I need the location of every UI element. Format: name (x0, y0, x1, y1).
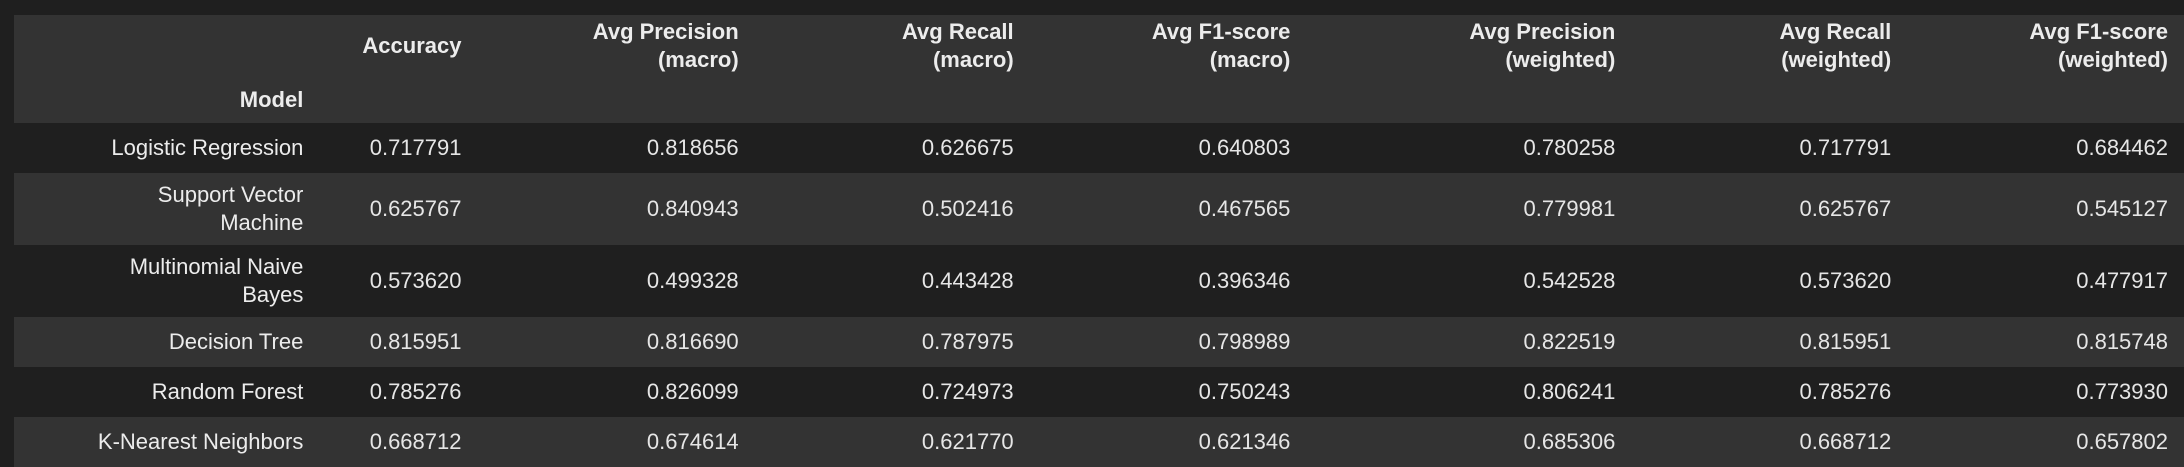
cell-avg-precision-weighted: 0.685306 (1523, 429, 1616, 454)
column-header-line: (weighted) (1505, 47, 1616, 72)
cell-avg-f1-weighted: 0.545127 (2076, 196, 2168, 221)
row-label-line: Support Vector (157, 182, 304, 207)
cell-avg-precision-weighted: 0.779981 (1523, 196, 1616, 221)
cell-avg-recall-macro: 0.787975 (921, 329, 1014, 354)
column-header-line: Avg Precision (1469, 19, 1616, 44)
cell-avg-f1-macro: 0.396346 (1198, 268, 1291, 293)
column-header-line: Avg Recall (901, 19, 1014, 44)
cell-avg-f1-macro: 0.467565 (1198, 196, 1291, 221)
column-header-line: Accuracy (362, 33, 462, 58)
index-name-blank (1907, 77, 2184, 123)
cell-avg-recall-weighted: 0.625767 (1799, 196, 1892, 221)
cell-avg-recall-macro: 0.626675 (921, 135, 1014, 160)
cell-avg-precision-weighted: 0.822519 (1523, 329, 1616, 354)
column-header-row: Accuracy Avg Precision (macro) Avg Recal… (14, 15, 2184, 77)
cell-avg-f1-weighted: 0.684462 (2076, 135, 2168, 160)
cell-avg-f1-weighted: 0.773930 (2076, 379, 2168, 404)
cell-avg-precision-weighted: 0.806241 (1523, 379, 1616, 404)
index-name-blank (1306, 77, 1631, 123)
cell-accuracy: 0.785276 (369, 379, 462, 404)
cell-avg-precision-macro: 0.816690 (646, 329, 739, 354)
column-header-avg-precision-weighted: Avg Precision (weighted) (1306, 15, 1631, 77)
column-header-line: (macro) (932, 47, 1014, 72)
table-row: Multinomial Naive Bayes 0.573620 0.49932… (14, 245, 2184, 317)
column-header-avg-recall-weighted: Avg Recall (weighted) (1631, 15, 1907, 77)
cell-avg-precision-macro: 0.826099 (646, 379, 739, 404)
index-name-blank (1030, 77, 1307, 123)
column-header-blank (14, 15, 319, 77)
row-label: Logistic Regression (14, 123, 319, 173)
cell-accuracy: 0.625767 (369, 196, 462, 221)
cell-avg-recall-weighted: 0.668712 (1799, 429, 1892, 454)
cell-avg-f1-weighted: 0.815748 (2076, 329, 2168, 354)
row-label-line: K-Nearest Neighbors (97, 429, 304, 454)
index-name-blank (1631, 77, 1907, 123)
cell-avg-recall-weighted: 0.815951 (1799, 329, 1892, 354)
table-row: K-Nearest Neighbors 0.668712 0.674614 0.… (14, 417, 2184, 467)
column-header-avg-precision-macro: Avg Precision (macro) (477, 15, 754, 77)
column-header-line: (weighted) (2058, 47, 2168, 72)
column-header-line: Avg F1-score (1151, 19, 1291, 44)
cell-accuracy: 0.815951 (369, 329, 462, 354)
row-label: Support Vector Machine (14, 173, 319, 245)
cell-avg-recall-macro: 0.724973 (921, 379, 1014, 404)
cell-avg-f1-macro: 0.640803 (1198, 135, 1291, 160)
cell-avg-recall-weighted: 0.717791 (1799, 135, 1892, 160)
cell-avg-recall-macro: 0.443428 (921, 268, 1014, 293)
cell-avg-recall-macro: 0.502416 (921, 196, 1014, 221)
cell-avg-recall-macro: 0.621770 (921, 429, 1014, 454)
cell-avg-precision-weighted: 0.780258 (1523, 135, 1616, 160)
cell-avg-precision-weighted: 0.542528 (1523, 268, 1616, 293)
cell-avg-precision-macro: 0.499328 (646, 268, 739, 293)
cell-avg-precision-macro: 0.674614 (646, 429, 739, 454)
column-header-avg-f1-macro: Avg F1-score (macro) (1030, 15, 1307, 77)
cell-avg-f1-weighted: 0.657802 (2076, 429, 2168, 454)
index-name-row: Model (14, 77, 2184, 123)
index-name-blank (319, 77, 477, 123)
cell-avg-f1-macro: 0.798989 (1198, 329, 1291, 354)
column-header-line: (macro) (657, 47, 739, 72)
row-label-line: Decision Tree (168, 329, 304, 354)
row-label-line: Multinomial Naive (129, 254, 304, 279)
column-header-accuracy: Accuracy (319, 15, 477, 77)
cell-avg-f1-macro: 0.750243 (1198, 379, 1291, 404)
row-label: Multinomial Naive Bayes (14, 245, 319, 317)
column-header-line: (weighted) (1781, 47, 1892, 72)
table-row: Support Vector Machine 0.625767 0.840943… (14, 173, 2184, 245)
index-name-blank (755, 77, 1030, 123)
row-label: Decision Tree (14, 317, 319, 367)
row-label-line: Machine (220, 210, 304, 235)
cell-avg-precision-macro: 0.818656 (646, 135, 739, 160)
cell-accuracy: 0.717791 (369, 135, 462, 160)
row-label-line: Random Forest (151, 379, 304, 404)
table-row: Decision Tree 0.815951 0.816690 0.787975… (14, 317, 2184, 367)
column-header-line: Avg Recall (1779, 19, 1892, 44)
cell-avg-f1-macro: 0.621346 (1198, 429, 1291, 454)
table-row: Random Forest 0.785276 0.826099 0.724973… (14, 367, 2184, 417)
cell-accuracy: 0.668712 (369, 429, 462, 454)
row-label-line: Bayes (242, 282, 304, 307)
column-header-line: (macro) (1209, 47, 1291, 72)
index-name-blank (477, 77, 754, 123)
results-table: Accuracy Avg Precision (macro) Avg Recal… (14, 15, 2184, 467)
column-header-avg-recall-macro: Avg Recall (macro) (755, 15, 1030, 77)
index-name-header: Model (239, 87, 304, 112)
row-label: K-Nearest Neighbors (14, 417, 319, 467)
cell-avg-recall-weighted: 0.785276 (1799, 379, 1892, 404)
cell-avg-f1-weighted: 0.477917 (2076, 268, 2168, 293)
cell-accuracy: 0.573620 (369, 268, 462, 293)
dataframe-output: Accuracy Avg Precision (macro) Avg Recal… (14, 15, 2184, 467)
row-label-line: Logistic Regression (111, 135, 304, 160)
column-header-line: Avg Precision (592, 19, 739, 44)
row-label: Random Forest (14, 367, 319, 417)
cell-avg-recall-weighted: 0.573620 (1799, 268, 1892, 293)
column-header-line: Avg F1-score (2029, 19, 2168, 44)
cell-avg-precision-macro: 0.840943 (646, 196, 739, 221)
table-row: Logistic Regression 0.717791 0.818656 0.… (14, 123, 2184, 173)
column-header-avg-f1-weighted: Avg F1-score (weighted) (1907, 15, 2184, 77)
